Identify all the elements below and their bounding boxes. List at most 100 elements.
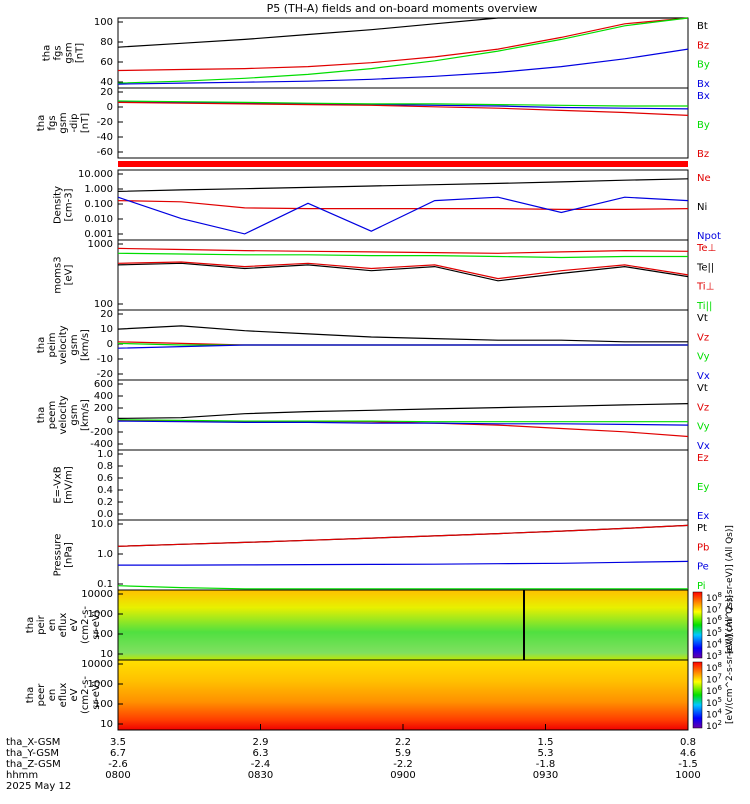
series-line-Vt (117, 403, 689, 419)
legend-entry: Pb (697, 542, 709, 553)
y-tick-label: 600 (94, 379, 113, 390)
y-axis-label: [km/s] (80, 399, 91, 431)
y-tick-label: 0.8 (97, 461, 113, 472)
footer-row-label: tha_X-GSM (6, 737, 60, 748)
legend-entry: Vt (697, 383, 708, 394)
legend-entry: Te|| (696, 262, 714, 273)
y-tick-label: 20 (100, 309, 113, 320)
panel-4: 1000 100 moms3 [eV] Te⊥ Te|| Ti⊥ Ti|| (53, 239, 717, 312)
y-axis-label: tha (42, 45, 53, 61)
y-axis-label: peem (47, 401, 58, 429)
footer-value: 5.9 (395, 748, 411, 759)
y-axis-label: tha (36, 115, 47, 131)
footer-value: 2.9 (253, 737, 269, 748)
footer-value: 0900 (390, 770, 415, 781)
y-axis-label: eV (69, 618, 80, 631)
footer-value: 1000 (675, 770, 700, 781)
y-axis-label: gsm (69, 334, 80, 355)
y-tick-label: 0 (107, 415, 113, 426)
y-axis-label: tha (25, 687, 36, 703)
y-axis-label: gsm (58, 112, 69, 133)
panel-1: 100 80 60 40 tha fgs gsm [nT] Bt Bz By Bx (42, 17, 710, 90)
legend-entry: Ti⊥ (696, 282, 714, 293)
y-tick-label: 20 (100, 87, 113, 98)
legend-entry: Vx (697, 371, 710, 382)
panel-frame (117, 519, 689, 591)
y-axis-label: (cm2-s- (80, 606, 91, 644)
y-axis-label: velocity (58, 325, 69, 364)
y-tick-label: 0.100 (84, 199, 113, 210)
series-line-Ti⊥ (117, 261, 689, 280)
y-axis-label: eflux (58, 613, 69, 638)
footer-row-label: 2025 May 12 (6, 781, 71, 792)
y-axis-label: gsm (64, 42, 75, 63)
y-tick-label: 1000 (88, 679, 113, 690)
y-axis-label: Pressure (53, 534, 64, 577)
y-axis-label: sr-eV) (91, 610, 102, 639)
panel-frame (117, 379, 689, 451)
y-axis-label: gsm (69, 404, 80, 425)
y-tick-label: 400 (94, 391, 113, 402)
y-axis-label: peim (47, 332, 58, 357)
y-axis-label: fgs (53, 45, 64, 60)
y-tick-label: -40 (97, 132, 113, 143)
panel-8: 10.0 1.0 0.1 Pressure [nPa] Pt Pb Pe Pi (53, 519, 710, 592)
legend-entry: Vz (697, 402, 709, 413)
panel-7: 1.00.80.60.40.20.0 E=-VxB [mV/m] Ez Ey Ex (53, 449, 710, 522)
y-axis-label: [nT] (80, 113, 91, 133)
y-tick-label: 0.6 (97, 473, 113, 484)
footer-value: 6.7 (110, 748, 126, 759)
legend-entry: Ne (697, 173, 711, 184)
panel-3: 10.000 1.000 0.100 0.010 0.001 Density [cm-3] N… (53, 169, 721, 242)
y-axis-label: eflux (58, 683, 69, 708)
y-tick-label: -200 (90, 427, 113, 438)
series-line-Ti|| (117, 252, 688, 259)
series-line-Npot (117, 196, 689, 235)
y-tick-label: -10 (97, 354, 113, 365)
footer-value: -2.2 (393, 759, 413, 770)
y-tick-label: 10.000 (78, 169, 113, 180)
series-line-Pi (117, 585, 688, 590)
series-line-Bz (117, 101, 689, 116)
legend-entry: By (697, 60, 710, 71)
y-tick-label: -60 (97, 147, 113, 158)
y-axis-label: E=-VxB (53, 466, 64, 503)
chart-title: P5 (TH-A) fields and on-board moments ov… (267, 2, 538, 15)
y-axis-label: en (47, 689, 58, 702)
y-tick-label: 10000 (81, 589, 113, 600)
y-axis-label: peer (36, 683, 47, 707)
y-axis-label: [mV/m] (64, 466, 75, 504)
series-line-Vt (117, 325, 688, 343)
legend-entry: Bz (697, 40, 709, 51)
y-axis-label: tha (25, 617, 36, 633)
legend-entry: Te⊥ (696, 243, 716, 254)
legend-entry: Ti|| (696, 301, 712, 312)
footer-value: -2.6 (108, 759, 128, 770)
y-axis-label: tha (36, 407, 47, 423)
series-line-Te|| (117, 262, 689, 282)
y-axis-label: Density (53, 186, 64, 224)
series-line-Pe (118, 560, 689, 566)
y-axis-label: [eV] (64, 265, 75, 286)
y-tick-label: 100 (94, 17, 113, 28)
y-tick-label: 100 (94, 629, 113, 640)
legend-entry: Ex (697, 511, 709, 522)
y-axis-label: -dip (69, 113, 80, 132)
y-axis-label: fgs (47, 115, 58, 130)
legend-entry: By (697, 120, 710, 131)
y-axis-label: en (47, 619, 58, 632)
separator-strip (118, 161, 688, 167)
series-line-Bx (117, 101, 689, 110)
footer-value: -1.5 (678, 759, 698, 770)
footer-row-label: tha_Z-GSM (6, 759, 61, 770)
colorbar-gradient (692, 591, 703, 659)
y-tick-label: 0.0 (97, 509, 113, 520)
panel-frame (117, 87, 689, 159)
y-axis-label: [nT] (75, 43, 86, 63)
y-tick-label: 100 (94, 699, 113, 710)
series-line-Bz (117, 17, 689, 72)
